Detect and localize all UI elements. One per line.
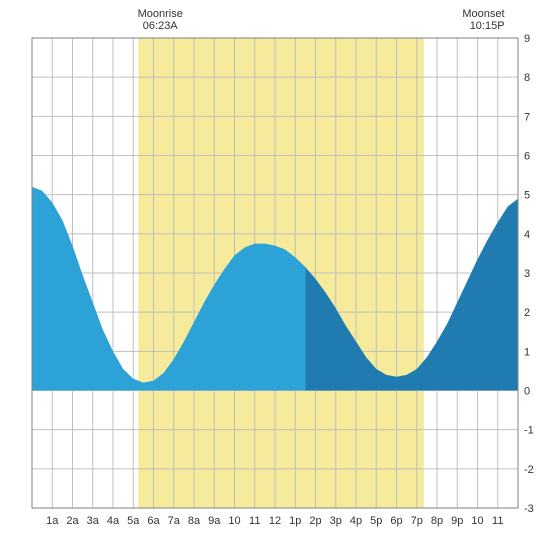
y-tick-label: 0 [524,386,530,398]
y-tick-label: -3 [524,503,534,515]
x-tick-label: 3p [330,515,342,527]
y-tick-label: 7 [524,111,530,123]
x-tick-label: 5p [370,515,382,527]
moonset-label: Moonset 10:15P [462,8,504,32]
y-tick-label: -2 [524,464,534,476]
x-tick-label: 7p [411,515,423,527]
x-tick-label: 11 [492,515,503,527]
x-tick-label: 8p [431,515,443,527]
y-tick-label: 2 [524,307,530,319]
x-tick-label: 2p [309,515,321,527]
moonrise-label: Moonrise 06:23A [138,8,183,32]
x-tick-label: 11 [249,515,260,527]
x-tick-label: 7a [168,515,181,527]
y-tick-label: 3 [524,268,530,280]
x-tick-label: 6a [147,515,160,527]
x-tick-label: 10 [228,515,240,527]
x-tick-label: 2a [66,515,79,527]
chart-canvas: -3-2-101234567891a2a3a4a5a6a7a8a9a101112… [8,8,538,538]
tide-chart: Moonrise 06:23A Moonset 10:15P -3-2-1012… [8,8,538,538]
y-tick-label: -1 [524,425,534,437]
x-tick-label: 6p [390,515,402,527]
x-tick-label: 12 [269,515,281,527]
y-tick-label: 8 [524,72,530,84]
x-tick-label: 3a [87,515,100,527]
y-tick-label: 1 [524,346,530,358]
chart-header: Moonrise 06:23A Moonset 10:15P [8,8,538,36]
x-tick-label: 1p [289,515,301,527]
x-tick-label: 8a [188,515,201,527]
x-tick-label: 4a [107,515,120,527]
x-tick-label: 5a [127,515,140,527]
x-tick-label: 9a [208,515,221,527]
x-tick-label: 1a [46,515,59,527]
y-tick-label: 4 [524,229,530,241]
x-tick-label: 10 [471,515,483,527]
y-tick-label: 5 [524,190,530,202]
y-tick-label: 6 [524,151,530,163]
x-tick-label: 4p [350,515,362,527]
x-tick-label: 9p [451,515,463,527]
